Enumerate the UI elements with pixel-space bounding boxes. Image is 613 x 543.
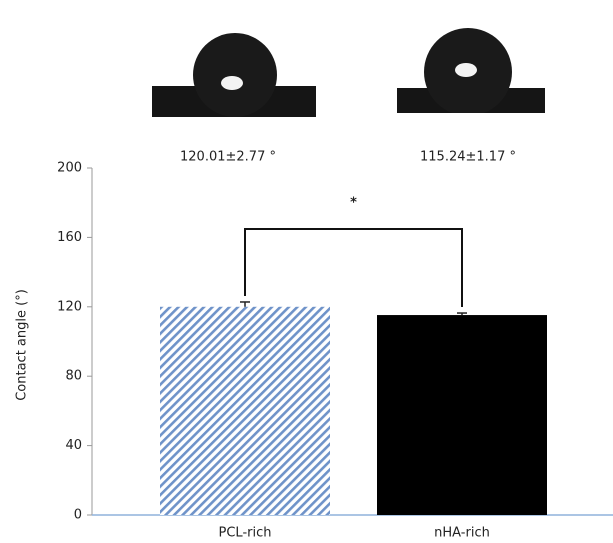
- droplet-image-right: [397, 28, 545, 116]
- y-tick-label: 160: [57, 230, 82, 245]
- droplet-image-left: [150, 20, 320, 117]
- x-tick-label: PCL-rich: [219, 526, 272, 541]
- chart: Contact angle (°) 0 40 80 120 160 200 PCL-rich…: [0, 0, 613, 543]
- y-tick-label: 200: [57, 161, 82, 176]
- error-bar: [457, 313, 467, 315]
- y-tick-label: 120: [57, 299, 82, 314]
- error-bar: [240, 302, 250, 307]
- y-tick-label: 0: [74, 508, 82, 523]
- x-tick-label: nHA-rich: [434, 526, 490, 541]
- significance-bracket: [245, 229, 462, 307]
- bar: [160, 307, 330, 515]
- y-tick-label: 80: [65, 369, 82, 384]
- significance-marker: *: [350, 196, 357, 211]
- value-label: 115.24±1.17 °: [420, 150, 516, 165]
- value-label: 120.01±2.77 °: [180, 150, 276, 165]
- y-tick-label: 40: [65, 438, 82, 453]
- bar: [377, 315, 547, 515]
- y-axis-label: Contact angle (°): [15, 289, 30, 401]
